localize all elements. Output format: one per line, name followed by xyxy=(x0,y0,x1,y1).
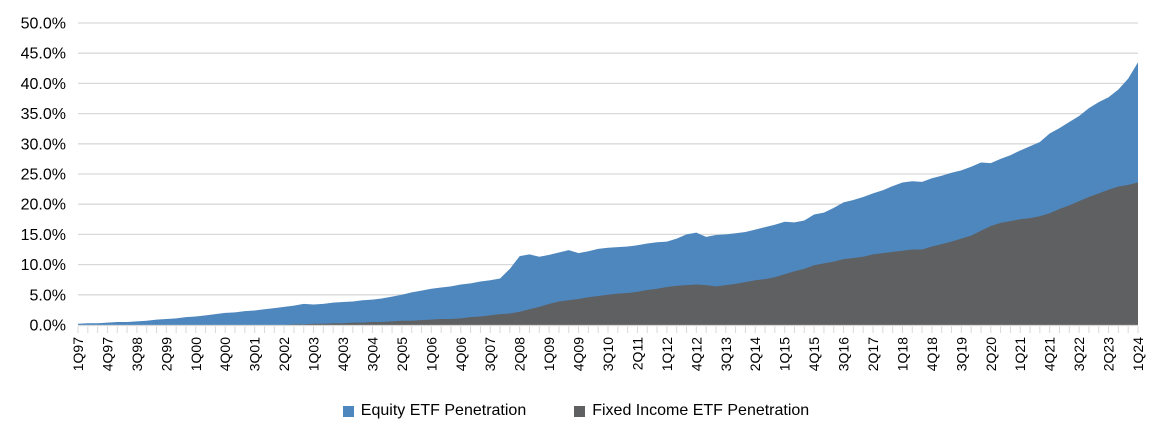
x-axis-label: 1Q03 xyxy=(306,337,322,371)
x-axis-label: 4Q06 xyxy=(453,337,469,371)
x-axis-label: 3Q22 xyxy=(1071,337,1087,371)
x-axis-label: 2Q17 xyxy=(865,337,881,371)
legend-item-fixed-income: Fixed Income ETF Penetration xyxy=(574,401,809,421)
fixed-income-series-swatch-icon xyxy=(574,405,586,417)
x-axis-label: 3Q07 xyxy=(482,337,498,371)
y-axis-label: 20.0% xyxy=(21,197,66,214)
chart-plot-area: 0.0% 5.0% 10.0% 15.0% 20.0% 25.0% 30.0% 35.0% 40… xyxy=(21,16,1146,372)
x-axis-label: 1Q00 xyxy=(188,337,204,371)
x-axis-label: 2Q23 xyxy=(1101,337,1117,371)
x-axis-label: 3Q13 xyxy=(718,337,734,371)
equity-legend-label: Equity ETF Penetration xyxy=(360,402,527,419)
y-axis-label: 0.0% xyxy=(30,318,66,335)
y-axis-label: 35.0% xyxy=(21,106,66,123)
x-axis-label: 4Q12 xyxy=(688,337,704,371)
x-axis-label: 1Q06 xyxy=(423,337,439,371)
x-axis-label: 1Q21 xyxy=(1012,337,1028,371)
x-axis-label: 3Q01 xyxy=(247,337,263,371)
x-axis-label: 4Q18 xyxy=(924,337,940,371)
x-axis-label: 2Q11 xyxy=(629,337,645,370)
x-axis-label: 3Q04 xyxy=(364,337,380,371)
x-axis-label: 2Q02 xyxy=(276,337,292,371)
y-axis-label: 10.0% xyxy=(21,257,66,274)
x-axis-label: 4Q00 xyxy=(217,337,233,371)
x-axis-label: 4Q09 xyxy=(571,337,587,371)
x-axis-label: 1Q15 xyxy=(777,337,793,371)
x-axis-label: 2Q05 xyxy=(394,337,410,371)
x-axis-label: 3Q98 xyxy=(129,337,145,371)
fixed-income-legend-label: Fixed Income ETF Penetration xyxy=(592,402,810,419)
y-axis-label: 30.0% xyxy=(21,136,66,153)
x-axis-label: 1Q18 xyxy=(894,337,910,371)
x-axis-label: 1Q97 xyxy=(70,337,86,371)
x-axis-label: 1Q12 xyxy=(659,337,675,371)
legend-item-equity: Equity ETF Penetration xyxy=(342,401,527,421)
chart-legend: Equity ETF Penetration Fixed Income ETF … xyxy=(0,401,1152,421)
fixed-income-area-series xyxy=(78,182,1138,325)
x-axis-label: 3Q16 xyxy=(836,337,852,371)
x-axis-label: 2Q08 xyxy=(512,337,528,371)
x-axis-label: 2Q99 xyxy=(158,337,174,371)
y-axis-label: 5.0% xyxy=(30,287,66,304)
x-axis-label: 3Q10 xyxy=(600,337,616,371)
y-axis-label: 25.0% xyxy=(21,167,66,184)
x-axis-label: 4Q97 xyxy=(99,337,115,371)
x-axis-label: 1Q09 xyxy=(541,337,557,371)
x-axis-label: 3Q19 xyxy=(953,337,969,371)
y-axis-label: 15.0% xyxy=(21,227,66,244)
y-axis-label: 45.0% xyxy=(21,46,66,63)
equity-series-swatch-icon xyxy=(342,405,354,417)
x-axis-label: 4Q21 xyxy=(1042,337,1058,371)
x-axis-label: 2Q14 xyxy=(747,337,763,371)
x-axis-label: 2Q20 xyxy=(983,337,999,371)
y-axis-label: 50.0% xyxy=(21,16,66,33)
x-axis-label: 4Q15 xyxy=(806,337,822,371)
x-axis-label: 1Q24 xyxy=(1130,337,1146,371)
x-axis-label: 4Q03 xyxy=(335,337,351,371)
y-axis-label: 40.0% xyxy=(21,76,66,93)
